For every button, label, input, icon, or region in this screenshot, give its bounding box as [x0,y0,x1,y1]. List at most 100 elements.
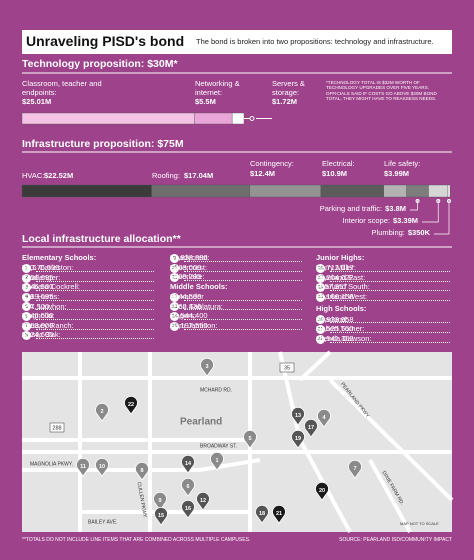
connector-dot [249,116,255,121]
school-name: Pearland: [316,314,349,324]
group-title: Elementary Schools: [22,253,97,262]
list-row: 5 E.A. Lawhon: $97,500 [22,302,156,312]
list-row: 11 Silverlake: $769,785 [170,272,304,283]
pin-number: 17 [316,273,325,283]
school-name: Magnolia: [22,311,55,321]
list-row: 3 Barbara Cockrell: $346,500 [22,282,156,293]
pin-number: 21 [316,325,325,334]
amount: $346,500 [22,282,54,292]
pin-label: 13 [295,413,301,419]
leader [184,294,302,301]
road-shield [49,422,65,433]
map-label: 35 [284,365,290,371]
item-label: HVAC: [22,171,45,180]
list-row: 1 H.C. Carleston: $1,676,500 [22,264,156,273]
list-row: 6 Magnolia: $346,500 [22,312,156,321]
pin-number: 7 [22,321,31,331]
map-label: 288 [52,425,61,431]
list-row: 2 Challenger: $756,695 [22,272,156,283]
school-name: Rogers: [170,311,197,321]
school-name: H.C. Carleston: [22,263,74,273]
connector-dot [446,199,451,203]
callout: Interior scope: $3.39M [342,216,418,226]
leader [36,332,154,340]
amount: $557,357 [316,282,348,292]
pin-label: 1 [215,458,218,464]
map-pin [243,429,257,449]
school-name: Sam Jamison: [170,320,218,330]
list-row: 7 Massey Ranch: $359,000 [22,320,156,331]
school-name: Alexander [170,291,204,301]
amount: $756,695 [22,272,54,282]
pin-label: 14 [185,461,192,467]
amount: $463,000 [170,262,202,272]
pin-number: 20 [316,315,325,325]
pin-label: 20 [319,488,325,494]
item-label: Parking and traffic: [319,204,383,213]
road-shield [279,362,295,373]
school-name: Berry Miller: [316,263,357,273]
list-row: 18 Pearland South: $557,357 [316,282,452,293]
pin-label: 10 [99,464,105,470]
item-value: $3.8M [385,204,406,213]
connector-dot [436,199,441,203]
amount: $5,166,158 [316,291,354,301]
bar-segment [428,184,449,198]
list-row: 9 Shadycrest: $1,838,886 [170,254,304,263]
map-label: MAP NOT TO SCALE [400,521,439,526]
leader [36,323,154,330]
item-label: Interior scope: [342,216,390,225]
section-title: Infrastructure proposition: $75M [22,138,184,150]
map-label: MCHARD RD. [200,387,232,393]
item-value: $5.5M [195,97,216,106]
leader [330,326,450,333]
amount: $769,785 [170,272,202,282]
pin-number: 18 [316,283,325,293]
item-label: Plumbing: [371,228,405,237]
school-name: Pearland West: [316,291,368,301]
header-band [22,30,452,54]
group-title: Junior Highs: [316,253,365,262]
map-pin [272,504,286,524]
map-pin [76,457,90,477]
list-row: 19 Pearland West: $5,166,158 [316,291,452,302]
map-label: MAGNOLIA PKWY. [30,461,73,467]
pin-label: 22 [128,402,134,408]
school-name: Massey Ranch: [22,320,74,330]
group-title: Middle Schools: [170,281,228,291]
pin-label: 17 [308,425,314,431]
item-label: Networking & internet: [195,79,240,97]
bar-segment [231,112,245,125]
item-label: Roofing: [152,171,180,180]
pin-number: 3 [22,283,31,293]
source: SOURCE: PEARLAND ISD/COMMUNITY IMPACT [339,537,452,543]
leader [330,316,450,324]
pin-number: 14 [170,312,179,321]
leader [36,284,154,292]
bar-segment [383,184,407,198]
pin-number: 22 [316,334,325,344]
map-pin [153,491,167,511]
pin-label: 16 [185,506,191,512]
amount: $1,676,500 [22,263,60,273]
leader [184,265,302,272]
pin-label: 6 [186,484,189,490]
footnote: **TOTALS DO NOT INCLUDE LINE ITEMS THAT … [22,537,251,543]
school-name: Silverlake: [170,272,205,282]
pin-number: 10 [170,263,179,273]
item-label: Electrical: [322,159,355,168]
bar-segment [151,184,250,198]
leader [184,274,302,282]
bar-segment [447,184,451,198]
leader [36,303,154,311]
list-row: 22 Glenda Dawson: $1,541,302 [316,334,452,344]
pin-number: 1 [22,264,31,273]
bar-segment [21,112,195,125]
leader [36,265,154,272]
pin-label: 8 [140,468,143,474]
leader [330,265,450,272]
pin-label: 21 [276,511,282,517]
title: Unraveling PISD's bond [26,33,185,49]
leader [184,255,302,262]
leader [330,284,450,292]
